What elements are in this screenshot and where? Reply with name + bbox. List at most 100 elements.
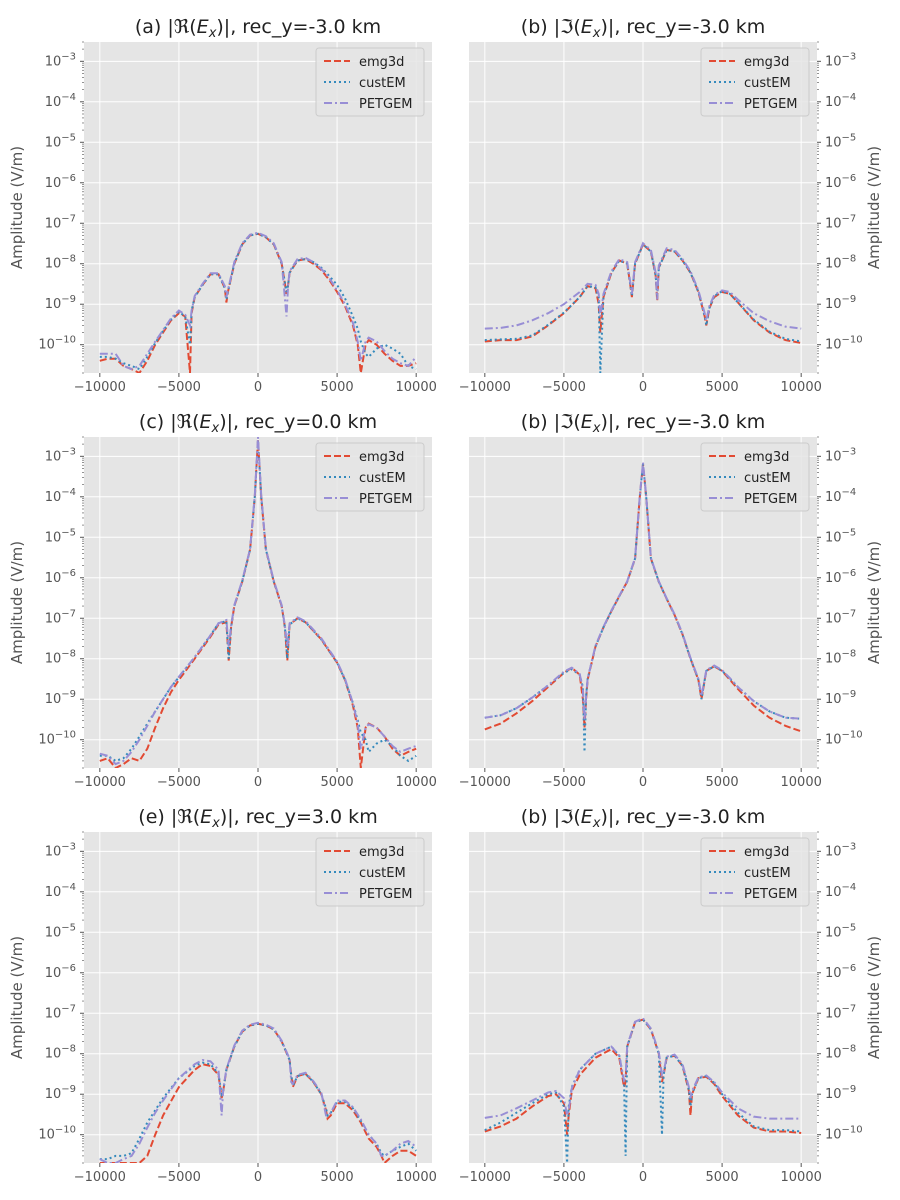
- y-tick-label: 10−7: [45, 213, 76, 231]
- legend: emg3d custEM PETGEM: [315, 837, 425, 907]
- chart-panel-6: −10000 −5000 0 5000 10000 10−10 10−9 10−8 10−7 10…: [459, 806, 883, 1185]
- x-tick-label: 10000: [781, 380, 822, 395]
- y-tick-label: 10−5: [45, 922, 76, 940]
- legend-label-PETGEM: PETGEM: [359, 97, 413, 112]
- y-tick-label: 10−7: [45, 608, 76, 626]
- x-tick-label: 0: [639, 1170, 647, 1185]
- x-tick-label: −10000: [459, 1170, 511, 1185]
- chart-panel-2: −10000 −5000 0 5000 10000 10−10 10−9 10−8 10−7 10…: [459, 16, 883, 395]
- x-tick-label: 0: [254, 1170, 262, 1185]
- y-tick-label: 10−7: [825, 608, 856, 626]
- y-tick-label: 10−10: [38, 730, 76, 748]
- legend: emg3d custEM PETGEM: [700, 47, 810, 117]
- legend: emg3d custEM PETGEM: [700, 837, 810, 907]
- series-line-PETGEM: [99, 437, 417, 766]
- y-tick-label: 10−7: [45, 1003, 76, 1021]
- y-tick-label: 10−4: [45, 487, 76, 505]
- y-axis-label: Amplitude (V/m): [8, 541, 26, 664]
- chart-title: (a) |ℜ(Ex)|, rec_y=-3.0 km: [135, 16, 381, 41]
- y-tick-label: 10−3: [45, 841, 76, 859]
- y-tick-label: 10−4: [45, 92, 76, 110]
- x-tick-label: 5000: [706, 380, 739, 395]
- legend-label-custEM: custEM: [359, 76, 406, 91]
- x-tick-label: −5000: [157, 775, 201, 790]
- legend-label-emg3d: emg3d: [744, 450, 789, 465]
- chart-title: (e) |ℜ(Ex)|, rec_y=3.0 km: [138, 806, 377, 831]
- x-tick-label: −5000: [542, 380, 586, 395]
- y-axis-label: Amplitude (V/m): [865, 146, 883, 269]
- y-tick-label: 10−3: [825, 446, 856, 464]
- series-line-custEM: [99, 1022, 417, 1161]
- legend: emg3d custEM PETGEM: [315, 47, 425, 117]
- y-axis-label: Amplitude (V/m): [865, 541, 883, 664]
- y-tick-label: 10−6: [825, 568, 856, 586]
- x-tick-label: −10000: [74, 1170, 126, 1185]
- x-tick-label: 0: [254, 380, 262, 395]
- series-line-emg3d: [484, 242, 802, 344]
- y-tick-label: 10−6: [825, 173, 856, 191]
- y-tick-label: 10−9: [45, 689, 76, 707]
- series-line-PETGEM: [484, 462, 802, 721]
- y-axis-label: Amplitude (V/m): [8, 146, 26, 269]
- legend-label-PETGEM: PETGEM: [359, 492, 413, 507]
- y-tick-label: 10−5: [825, 132, 856, 150]
- y-axis-label: Amplitude (V/m): [865, 936, 883, 1059]
- legend-label-PETGEM: PETGEM: [744, 97, 798, 112]
- y-tick-label: 10−7: [825, 213, 856, 231]
- x-tick-label: 10000: [396, 1170, 437, 1185]
- y-tick-label: 10−9: [825, 689, 856, 707]
- y-tick-label: 10−9: [825, 1084, 856, 1102]
- chart-panel-4: −10000 −5000 0 5000 10000 10−10 10−9 10−8 10−7 10…: [459, 411, 883, 790]
- y-tick-label: 10−3: [45, 51, 76, 69]
- y-tick-label: 10−6: [45, 568, 76, 586]
- x-tick-label: 0: [639, 775, 647, 790]
- y-tick-label: 10−4: [825, 487, 856, 505]
- y-axis-label: Amplitude (V/m): [8, 936, 26, 1059]
- legend-label-custEM: custEM: [744, 471, 791, 486]
- legend-label-custEM: custEM: [744, 76, 791, 91]
- x-tick-label: 0: [639, 380, 647, 395]
- x-tick-label: 5000: [706, 775, 739, 790]
- y-tick-label: 10−3: [825, 51, 856, 69]
- chart-panel-1: −10000 −5000 0 5000 10000 10−10 10−9 10−8 10−7 10…: [8, 16, 437, 395]
- y-tick-label: 10−8: [45, 1044, 76, 1062]
- y-tick-label: 10−9: [825, 294, 856, 312]
- x-tick-label: −10000: [74, 775, 126, 790]
- y-tick-label: 10−10: [38, 1125, 76, 1143]
- x-tick-label: −10000: [459, 380, 511, 395]
- x-tick-label: 10000: [396, 380, 437, 395]
- legend-label-emg3d: emg3d: [744, 845, 789, 860]
- x-tick-label: −5000: [157, 1170, 201, 1185]
- y-tick-label: 10−8: [825, 649, 856, 667]
- x-tick-label: −5000: [157, 380, 201, 395]
- y-tick-label: 10−8: [825, 1044, 856, 1062]
- y-tick-label: 10−3: [825, 841, 856, 859]
- y-tick-label: 10−4: [825, 92, 856, 110]
- y-tick-label: 10−9: [45, 1084, 76, 1102]
- chart-panel-3: −10000 −5000 0 5000 10000 10−10 10−9 10−8 10−7 10…: [8, 411, 437, 790]
- legend-label-PETGEM: PETGEM: [744, 887, 798, 902]
- legend-label-custEM: custEM: [359, 866, 406, 881]
- chart-title: (b) |ℑ(Ex)|, rec_y=-3.0 km: [521, 806, 765, 831]
- y-tick-label: 10−8: [45, 649, 76, 667]
- x-tick-label: 10000: [781, 775, 822, 790]
- y-tick-label: 10−5: [45, 132, 76, 150]
- y-tick-label: 10−8: [45, 254, 76, 272]
- legend-label-emg3d: emg3d: [359, 845, 404, 860]
- x-tick-label: 5000: [321, 775, 354, 790]
- legend: emg3d custEM PETGEM: [700, 442, 810, 512]
- x-tick-label: −10000: [459, 775, 511, 790]
- x-tick-label: 5000: [706, 1170, 739, 1185]
- x-tick-label: 0: [254, 775, 262, 790]
- series-line-PETGEM: [484, 1017, 802, 1120]
- x-tick-label: −10000: [74, 380, 126, 395]
- x-tick-label: 5000: [321, 380, 354, 395]
- x-tick-label: 10000: [781, 1170, 822, 1185]
- y-tick-label: 10−9: [45, 294, 76, 312]
- legend-label-custEM: custEM: [359, 471, 406, 486]
- y-tick-label: 10−10: [825, 730, 863, 748]
- y-tick-label: 10−6: [45, 173, 76, 191]
- legend-label-PETGEM: PETGEM: [744, 492, 798, 507]
- y-tick-label: 10−5: [45, 527, 76, 545]
